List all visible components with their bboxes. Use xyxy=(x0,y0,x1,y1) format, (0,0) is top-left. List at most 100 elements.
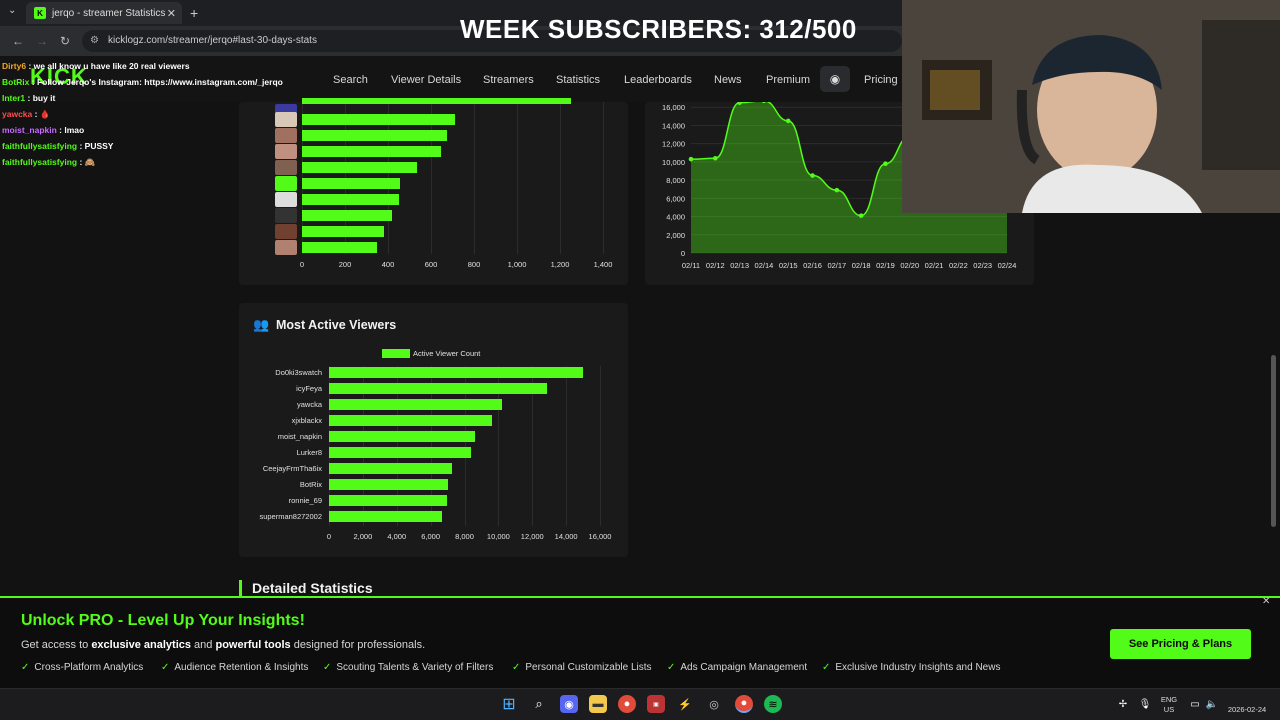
x-tick-label: 02/17 xyxy=(827,261,846,270)
y-tick-label: 2,000 xyxy=(666,231,685,240)
streaming-app-icon[interactable]: ⚡ xyxy=(678,698,692,711)
nav-search[interactable]: Search xyxy=(333,74,368,86)
grid-line xyxy=(603,102,604,254)
nav-pricing[interactable]: Pricing xyxy=(864,74,898,86)
chart-bar[interactable] xyxy=(329,511,442,522)
pro-subtitle: Get access to exclusive analytics and po… xyxy=(21,639,425,651)
x-tick-label: 02/20 xyxy=(900,261,919,270)
x-tick-label: 16,000 xyxy=(588,532,612,541)
webcam-image xyxy=(902,0,1280,213)
tab-menu-icon[interactable]: ⌄ xyxy=(8,5,17,16)
data-point[interactable] xyxy=(834,187,840,193)
data-point[interactable] xyxy=(883,161,888,167)
data-point[interactable] xyxy=(713,155,718,161)
search-icon[interactable]: ⌕ xyxy=(535,696,543,711)
viewer-name-label: moist_napkin xyxy=(277,432,322,441)
nav-viewer-details[interactable]: Viewer Details xyxy=(391,74,462,86)
chart-bar[interactable] xyxy=(302,98,571,104)
display-icon[interactable]: ▭ xyxy=(1190,698,1200,710)
chart-bar[interactable] xyxy=(302,194,399,205)
obs-icon[interactable]: ◎ xyxy=(709,698,719,711)
chat-username: moist_napkin xyxy=(2,125,57,135)
pro-sub-bold: powerful tools xyxy=(215,639,291,651)
site-info-icon[interactable]: ⚙ xyxy=(90,35,99,46)
grid-line xyxy=(396,366,398,526)
nav-leaderboards[interactable]: Leaderboards xyxy=(624,74,692,86)
data-point[interactable] xyxy=(785,118,791,124)
os-taskbar: ⊞ ⌕ ◉ ▬ ● ▣ ⚡ ◎ ● ≋ ✢ 🎙 ENG US ▭ 🔈 2026-… xyxy=(0,688,1280,720)
chart-bar[interactable] xyxy=(329,447,472,458)
page-scrollbar[interactable] xyxy=(1271,355,1276,527)
reload-icon[interactable]: ↻ xyxy=(60,34,71,48)
chart-bar[interactable] xyxy=(329,495,447,506)
nav-premium[interactable]: Premium xyxy=(766,74,811,86)
chrome-active-icon[interactable]: ● xyxy=(735,695,753,713)
chart-bar[interactable] xyxy=(329,431,475,442)
spotify-icon[interactable]: ≋ xyxy=(764,695,782,713)
microphone-icon[interactable]: 🎙 xyxy=(1138,698,1152,710)
feature-item: ✓ Exclusive Industry Insights and News xyxy=(822,662,1000,673)
nav-streamers[interactable]: Streamers xyxy=(483,74,534,86)
back-icon[interactable]: ← xyxy=(12,34,24,48)
pro-sub-part: designed for professionals. xyxy=(290,639,426,651)
chart-bar[interactable] xyxy=(302,130,448,141)
tab-title: jerqo - streamer Statistics xyxy=(52,7,166,19)
pro-sub-part: and xyxy=(191,639,216,651)
viewer-name-label: ronnie_69 xyxy=(288,496,322,505)
windows-start-icon[interactable]: ⊞ xyxy=(502,696,516,713)
url-field[interactable]: ⚙ kicklogz.com/streamer/jerqo#last-30-da… xyxy=(82,30,902,52)
data-point[interactable] xyxy=(737,100,742,105)
language-region[interactable]: US xyxy=(1163,705,1175,714)
chart-bar[interactable] xyxy=(329,415,492,426)
viewer-name-label: xjxblackx xyxy=(291,416,322,425)
chart-bar[interactable] xyxy=(302,226,384,237)
x-tick-label: 14,000 xyxy=(554,532,578,541)
streamer-avatar xyxy=(275,112,297,127)
legend-label[interactable]: Active Viewer Count xyxy=(413,349,481,358)
streamer-avatar xyxy=(275,192,297,207)
browser-tab[interactable]: K jerqo - streamer Statistics ✕ xyxy=(26,2,182,24)
voicemod-icon[interactable]: ▣ xyxy=(647,695,665,713)
chart-bar[interactable] xyxy=(329,367,584,378)
close-tab-icon[interactable]: ✕ xyxy=(166,7,176,20)
chart-bar[interactable] xyxy=(302,178,400,189)
close-banner-icon[interactable]: ✕ xyxy=(1262,596,1271,607)
site-logo[interactable]: KICK xyxy=(30,64,88,89)
nav-news[interactable]: News xyxy=(714,74,742,86)
chart-bar[interactable] xyxy=(302,210,393,221)
volume-icon[interactable]: 🔈 xyxy=(1205,698,1219,710)
new-tab-icon[interactable]: + xyxy=(190,5,199,21)
see-pricing-button[interactable]: See Pricing & Plans xyxy=(1110,629,1251,659)
chat-username: BotRix xyxy=(2,77,30,87)
discord-app-icon[interactable]: ◉ xyxy=(560,695,578,713)
chart-bar[interactable] xyxy=(329,399,502,410)
chart-bar[interactable] xyxy=(302,146,441,157)
chart-bar[interactable] xyxy=(329,463,452,474)
chart-bar[interactable] xyxy=(329,383,548,394)
chart-bar[interactable] xyxy=(302,162,418,173)
chart-bar[interactable] xyxy=(302,242,378,253)
grid-line xyxy=(517,102,518,254)
check-icon: ✓ xyxy=(21,662,30,673)
file-explorer-icon[interactable]: ▬ xyxy=(589,695,607,713)
nav-statistics[interactable]: Statistics xyxy=(556,74,601,86)
language-indicator[interactable]: ENG xyxy=(1160,695,1178,704)
chart-bar[interactable] xyxy=(329,479,449,490)
data-point[interactable] xyxy=(858,213,864,218)
discord-icon[interactable]: ◉ xyxy=(820,66,850,92)
data-point[interactable] xyxy=(688,156,694,162)
chat-username: faithfullysatisfying xyxy=(2,141,78,151)
y-tick-label: 12,000 xyxy=(662,140,685,149)
grid-line xyxy=(532,366,534,526)
data-point[interactable] xyxy=(810,173,815,178)
taskbar-date[interactable]: 2026-02-24 xyxy=(1227,705,1267,714)
forward-icon[interactable]: → xyxy=(36,34,48,48)
tray-app-icon[interactable]: ✢ xyxy=(1118,698,1128,710)
legend-swatch[interactable] xyxy=(382,349,410,358)
chrome-icon[interactable]: ● xyxy=(618,695,636,713)
chat-text: : PUSSY xyxy=(77,141,114,151)
grid-line xyxy=(431,102,432,254)
x-tick-label: 02/11 xyxy=(682,261,700,270)
chart-bar[interactable] xyxy=(302,114,455,125)
x-tick-label: 800 xyxy=(467,260,481,269)
